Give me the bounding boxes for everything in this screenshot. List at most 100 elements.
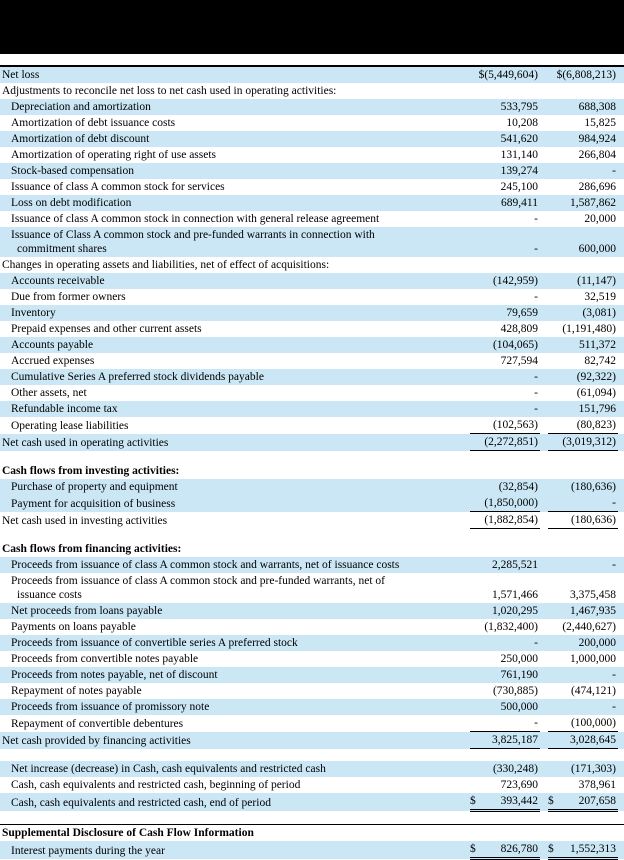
row-label: Cash flows from investing activities: — [2, 465, 180, 477]
column-gap — [540, 305, 548, 321]
column-gap — [540, 557, 548, 573]
amount-cell-year2: 3,028,645 — [548, 731, 618, 749]
row-label: Amortization of operating right of use a… — [11, 149, 217, 161]
amount-cell-year1: 1,571,466 — [492, 589, 538, 601]
table-row: Accounts payable (104,065) 511,372 — [0, 337, 624, 353]
right-margin — [618, 321, 624, 337]
table-row: Proceeds from issuance of class A common… — [0, 573, 624, 603]
column-gap — [540, 211, 548, 227]
spacer-row — [0, 749, 624, 762]
row-label: Proceeds from issuance of promissory not… — [11, 701, 210, 713]
column-gap — [540, 793, 548, 811]
amount-cell-year2: 20,000 — [584, 213, 616, 225]
amount-cell-year2: (180,636) — [548, 511, 618, 529]
amount-cell-year1: - — [534, 403, 538, 415]
table-row: Cumulative Series A preferred stock divi… — [0, 369, 624, 385]
table-row: Loss on debt modification 689,411 1,587,86… — [0, 195, 624, 211]
row-label: Stock-based compensation — [11, 165, 134, 177]
column-gap — [540, 495, 548, 512]
dollar-sign: $ — [470, 843, 476, 855]
amount-cell-year2: 984,924 — [578, 133, 616, 145]
header-black-bar — [0, 0, 624, 54]
column-gap — [540, 683, 548, 699]
amount-cell-year2 — [548, 824, 618, 841]
right-margin — [618, 541, 624, 557]
right-margin — [618, 683, 624, 699]
table-row: Due from former owners - 32,519 — [0, 289, 624, 305]
column-gap — [540, 732, 548, 749]
amount-cell-year1 — [470, 257, 540, 273]
amount-cell-year2: (100,000) — [548, 715, 618, 732]
amount-cell-year2: (11,147) — [577, 275, 616, 287]
amount-cell-year2: 3,375,458 — [570, 589, 616, 601]
column-gap — [540, 777, 548, 793]
amount-cell-year1: 2,285,521 — [492, 559, 538, 571]
right-margin — [618, 463, 624, 479]
row-label: Payments on loans payable — [11, 621, 136, 633]
right-margin — [618, 115, 624, 131]
amount-cell-year1: 79,659 — [506, 307, 538, 319]
right-margin — [618, 353, 624, 369]
right-margin — [618, 699, 624, 715]
amount-cell-year1: 727,594 — [500, 355, 538, 367]
column-gap — [540, 401, 548, 417]
right-margin — [618, 732, 624, 749]
column-gap — [540, 434, 548, 451]
column-gap — [540, 163, 548, 179]
column-gap — [540, 131, 548, 147]
amount-cell-year2: (92,322) — [576, 371, 616, 383]
column-gap — [540, 83, 548, 99]
amount-cell-year2: 1,467,935 — [570, 605, 616, 617]
amount-cell-year1 — [470, 824, 540, 841]
right-margin — [618, 793, 624, 811]
amount-cell-year1: 139,274 — [500, 165, 538, 177]
table-row: Amortization of operating right of use a… — [0, 147, 624, 163]
spacer-row — [0, 811, 624, 825]
amount-cell-year2: - — [612, 669, 616, 681]
table-row: Proceeds from issuance of class A common… — [0, 557, 624, 573]
amount-cell-year2: 688,308 — [578, 101, 616, 113]
spacer-cell — [0, 811, 624, 825]
right-margin — [618, 179, 624, 195]
amount-cell-year1: 3,825,187 — [470, 731, 540, 749]
amount-cell-year1: 10,208 — [506, 117, 538, 129]
amount-cell-year2: 1,587,862 — [570, 197, 616, 209]
column-gap — [540, 463, 548, 479]
right-margin — [618, 495, 624, 512]
table-row: Repayment of notes payable (730,885) (474,… — [0, 683, 624, 699]
amount-cell-year1: 500,000 — [500, 701, 538, 713]
table-row: Refundable income tax - 151,796 — [0, 401, 624, 417]
spacer-cell — [0, 749, 624, 762]
row-label: Proceeds from convertible notes payable — [11, 653, 199, 665]
column-gap — [540, 619, 548, 635]
amount-cell-year1: - — [534, 213, 538, 225]
table-row: Issuance of Class A common stock and pre… — [0, 227, 624, 257]
row-label: Purchase of property and equipment — [11, 481, 178, 493]
dollar-sign: $ — [548, 843, 554, 855]
amount-cell-year1 — [470, 463, 540, 479]
right-margin — [618, 289, 624, 305]
column-gap — [540, 573, 548, 603]
amount-cell-year2: (61,094) — [576, 387, 616, 399]
amount-cell-year1: (32,854) — [498, 481, 538, 493]
table-row: Changes in operating assets and liabilit… — [0, 257, 624, 273]
table-row: Cash, cash equivalents and restricted ca… — [0, 777, 624, 793]
right-margin — [618, 434, 624, 451]
amount-cell-year2: $1,552,313 — [548, 841, 618, 860]
amount-cell-year2: (474,121) — [570, 685, 616, 697]
right-margin — [618, 163, 624, 179]
column-gap — [540, 369, 548, 385]
amount-cell-year2: 378,961 — [578, 779, 616, 791]
table-row: Prepaid expenses and other current asset… — [0, 321, 624, 337]
amount-cell-year2: (1,191,480) — [562, 323, 616, 335]
amount-cell-year1: 250,000 — [500, 653, 538, 665]
table-row: Stock-based compensation 139,274 - — [0, 163, 624, 179]
row-label: Cumulative Series A preferred stock divi… — [11, 371, 264, 383]
amount-cell-year2: (171,303) — [570, 763, 616, 775]
right-margin — [618, 273, 624, 289]
amount-cell-year1: $(5,449,604) — [478, 69, 538, 81]
amount-cell-year2: 1,000,000 — [570, 653, 616, 665]
spacer-cell — [0, 529, 624, 542]
amount-cell-year2: 32,519 — [584, 291, 616, 303]
amount-cell-year2: 82,742 — [584, 355, 616, 367]
